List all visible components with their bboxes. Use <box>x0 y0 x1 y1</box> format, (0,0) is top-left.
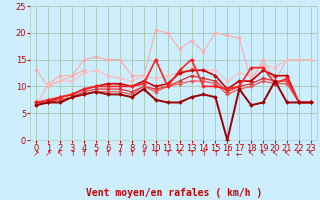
Text: ↑: ↑ <box>140 150 147 158</box>
Text: ↓: ↓ <box>224 150 230 158</box>
Text: ↖: ↖ <box>284 150 290 158</box>
Text: ↗: ↗ <box>45 150 52 158</box>
Text: ↖: ↖ <box>57 150 63 158</box>
Text: ↑: ↑ <box>129 150 135 158</box>
Text: ↖: ↖ <box>296 150 302 158</box>
Text: ↖: ↖ <box>248 150 254 158</box>
Text: ↑: ↑ <box>200 150 207 158</box>
Text: ↑: ↑ <box>69 150 75 158</box>
Text: Vent moyen/en rafales ( km/h ): Vent moyen/en rafales ( km/h ) <box>86 188 262 198</box>
Text: ↖: ↖ <box>176 150 183 158</box>
Text: ↗: ↗ <box>33 150 40 158</box>
Text: ↑: ↑ <box>153 150 159 158</box>
Text: ↑: ↑ <box>93 150 99 158</box>
Text: ↑: ↑ <box>117 150 123 158</box>
Text: ↑: ↑ <box>164 150 171 158</box>
Text: ↖: ↖ <box>272 150 278 158</box>
Text: ↖: ↖ <box>260 150 266 158</box>
Text: ↖: ↖ <box>308 150 314 158</box>
Text: ↑: ↑ <box>212 150 219 158</box>
Text: ↑: ↑ <box>105 150 111 158</box>
Text: ↑: ↑ <box>81 150 87 158</box>
Text: ←: ← <box>236 150 243 158</box>
Text: ↑: ↑ <box>188 150 195 158</box>
